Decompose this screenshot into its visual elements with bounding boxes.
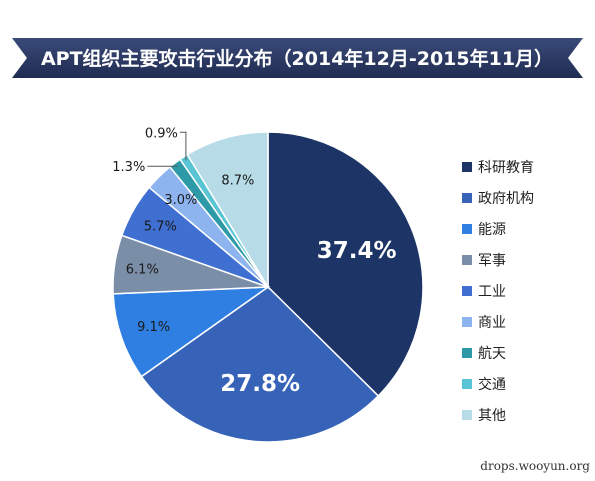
title-banner: APT组织主要攻击行业分布（2014年12月-2015年11月）: [12, 38, 583, 78]
slice-9-label: 8.7%: [221, 174, 254, 189]
slice-7-label: 1.3%: [112, 160, 145, 175]
legend-swatch-4: [462, 255, 472, 265]
chart-title: APT组织主要攻击行业分布（2014年12月-2015年11月）: [41, 47, 553, 70]
slice-labels: 37.4% 27.8% 9.1% 6.1% 5.7% 3.0% 1.3% 0.9% 8.7%: [112, 126, 397, 397]
slice-1-label: 37.4%: [317, 238, 397, 264]
legend-swatch-7: [462, 348, 472, 358]
title-banner-shape: [12, 38, 583, 78]
slice-5-label: 5.7%: [144, 220, 177, 235]
legend-label-2: 政府机构: [478, 191, 534, 207]
legend-swatch-8: [462, 379, 472, 389]
pie-slices: [112, 131, 424, 443]
legend-label-1: 科研教育: [478, 160, 534, 176]
legend-swatch-5: [462, 286, 472, 296]
legend-label-9: 其他: [478, 408, 506, 424]
legend-label-6: 商业: [478, 315, 506, 331]
legend-label-4: 军事: [478, 253, 506, 269]
legend-label-8: 交通: [478, 376, 506, 393]
legend-swatch-9: [462, 410, 472, 420]
slice-2-label: 27.8%: [220, 371, 300, 397]
slice-3-wedge: [112, 286, 271, 378]
slice-8-leader-line: [179, 131, 187, 161]
slice-9-wedge: [186, 131, 269, 290]
legend-swatch-1: [462, 162, 472, 172]
slice-2-wedge: [140, 286, 380, 443]
legend-swatch-6: [462, 317, 472, 327]
legend-swatch-2: [462, 193, 472, 203]
slice-8-label: 0.9%: [145, 126, 178, 141]
slice-4-label: 6.1%: [126, 262, 159, 277]
slice-3-label: 9.1%: [137, 320, 170, 335]
watermark: drops.wooyun.org: [480, 459, 590, 473]
legend-swatch-3: [462, 224, 472, 234]
legend-label-3: 能源: [478, 222, 506, 238]
legend-label-7: 航天: [478, 346, 506, 362]
slice-6-label: 3.0%: [164, 193, 197, 208]
legend-label-5: 工业: [478, 284, 506, 300]
slice-1-wedge: [267, 131, 424, 397]
